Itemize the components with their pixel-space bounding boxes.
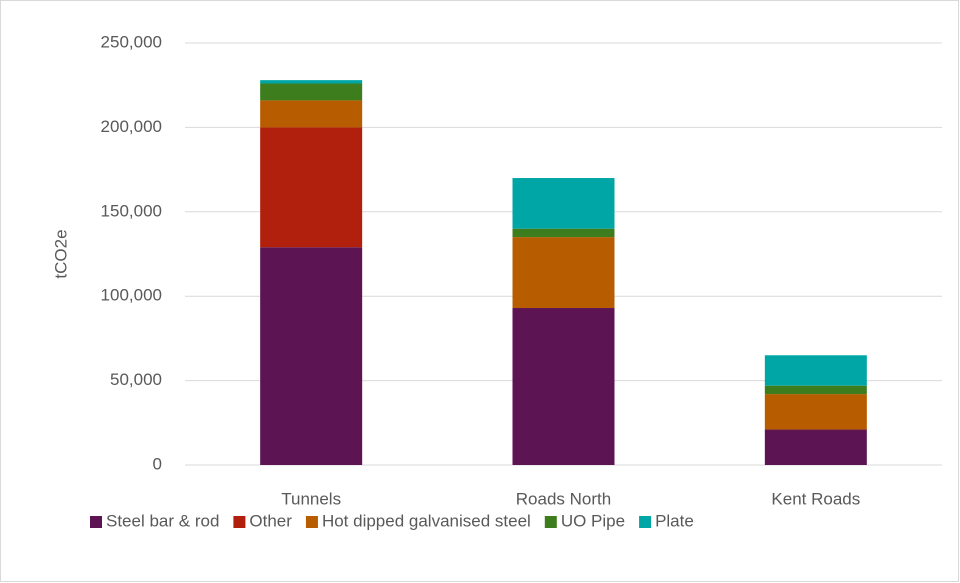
y-tick-label: 250,000 bbox=[101, 32, 162, 51]
bar-segment bbox=[512, 237, 615, 309]
legend-swatch bbox=[639, 516, 652, 528]
legend-label: UO Pipe bbox=[561, 511, 625, 530]
y-tick-label: 100,000 bbox=[101, 286, 162, 305]
bar-segment bbox=[512, 178, 615, 229]
bar-segment bbox=[512, 308, 615, 465]
bar-segment bbox=[512, 228, 615, 238]
bar-segment bbox=[764, 394, 867, 430]
y-tick-label: 0 bbox=[153, 454, 162, 473]
legend-label: Plate bbox=[655, 511, 694, 530]
y-axis-label: tCO2e bbox=[51, 229, 70, 278]
bar-segment bbox=[764, 429, 867, 465]
legend-swatch bbox=[90, 516, 102, 528]
bar-segment bbox=[260, 80, 363, 84]
bar-segment bbox=[764, 385, 867, 395]
y-tick-label: 50,000 bbox=[110, 370, 162, 389]
bar-segment bbox=[260, 127, 363, 248]
legend-label: Steel bar & rod bbox=[106, 511, 219, 530]
bar-segment bbox=[260, 247, 363, 465]
x-tick-label: Kent Roads bbox=[771, 489, 860, 508]
bar-segment bbox=[260, 83, 363, 101]
x-tick-label: Roads North bbox=[516, 489, 611, 508]
legend-swatch bbox=[305, 516, 318, 528]
legend-label: Hot dipped galvanised steel bbox=[322, 511, 531, 530]
x-tick-label: Tunnels bbox=[281, 489, 341, 508]
bar-segment bbox=[764, 355, 867, 386]
legend-label: Other bbox=[249, 511, 292, 530]
bar-segment bbox=[260, 100, 363, 128]
y-tick-label: 150,000 bbox=[101, 201, 162, 220]
legend-swatch bbox=[233, 516, 246, 528]
legend-swatch bbox=[544, 516, 557, 528]
y-tick-label: 200,000 bbox=[101, 117, 162, 136]
